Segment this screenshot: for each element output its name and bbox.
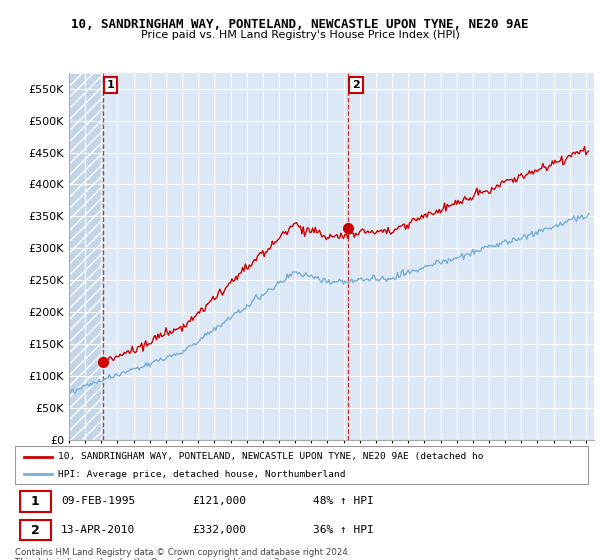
Bar [20, 491, 51, 512]
Text: 2: 2 [352, 80, 360, 90]
Text: 13-APR-2010: 13-APR-2010 [61, 525, 135, 535]
Text: Contains HM Land Registry data © Crown copyright and database right 2024.
This d: Contains HM Land Registry data © Crown c… [15, 548, 350, 560]
Text: 10, SANDRINGHAM WAY, PONTELAND, NEWCASTLE UPON TYNE, NE20 9AE (detached ho: 10, SANDRINGHAM WAY, PONTELAND, NEWCASTL… [58, 452, 484, 461]
Text: Price paid vs. HM Land Registry's House Price Index (HPI): Price paid vs. HM Land Registry's House … [140, 30, 460, 40]
Text: 1: 1 [107, 80, 115, 90]
Text: 2: 2 [31, 524, 40, 536]
Polygon shape [69, 73, 103, 440]
Text: 1: 1 [31, 495, 40, 508]
Text: 10, SANDRINGHAM WAY, PONTELAND, NEWCASTLE UPON TYNE, NE20 9AE: 10, SANDRINGHAM WAY, PONTELAND, NEWCASTL… [71, 17, 529, 31]
Text: 09-FEB-1995: 09-FEB-1995 [61, 497, 135, 506]
Text: 48% ↑ HPI: 48% ↑ HPI [313, 497, 374, 506]
Text: £332,000: £332,000 [193, 525, 247, 535]
Text: 36% ↑ HPI: 36% ↑ HPI [313, 525, 374, 535]
Bar [20, 520, 51, 540]
Text: £121,000: £121,000 [193, 497, 247, 506]
Text: HPI: Average price, detached house, Northumberland: HPI: Average price, detached house, Nort… [58, 470, 346, 479]
